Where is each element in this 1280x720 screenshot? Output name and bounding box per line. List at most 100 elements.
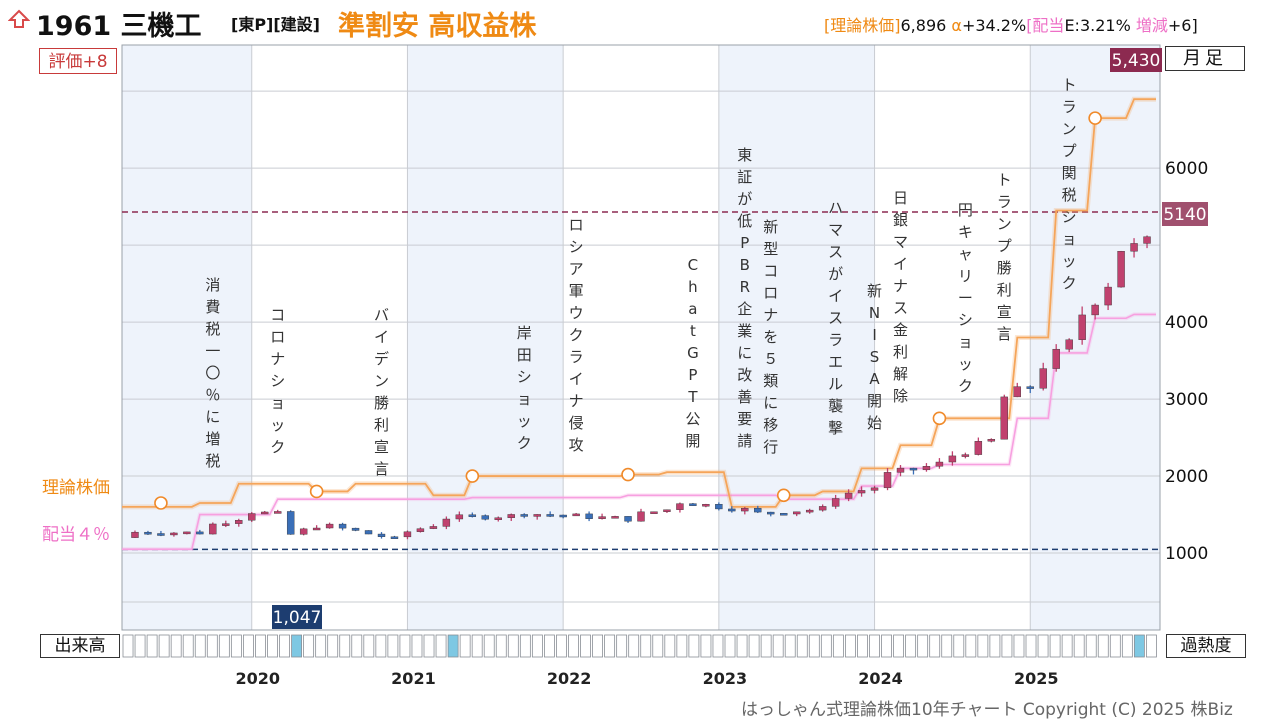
heat-cell bbox=[339, 634, 351, 658]
heat-cell bbox=[122, 634, 134, 658]
axes: 1000 2000 3000 4000 6000 2020 2021 2022 2023 2024… bbox=[235, 159, 1208, 688]
down-candle bbox=[468, 514, 477, 517]
up-candle bbox=[1065, 339, 1073, 350]
heat-label: 過熱度 bbox=[1166, 634, 1246, 658]
event-label: 日銀マイナス金利解除 bbox=[893, 189, 908, 405]
up-candle bbox=[844, 492, 853, 499]
y-tick-label: 1000 bbox=[1165, 544, 1208, 564]
up-candle bbox=[183, 531, 191, 535]
theory-marker bbox=[465, 469, 480, 483]
event-label: 消費税一〇％に増税 bbox=[205, 276, 220, 470]
event-label: ロシア軍ウクライナ侵攻 bbox=[569, 216, 584, 454]
x-year-label: 2024 bbox=[858, 669, 903, 688]
up-candle bbox=[1013, 386, 1021, 398]
heat-cell bbox=[471, 634, 483, 658]
down-candle bbox=[157, 533, 165, 536]
heat-cell bbox=[1073, 634, 1085, 658]
heat-cell bbox=[1121, 634, 1133, 658]
down-candle bbox=[390, 536, 399, 539]
up-candle bbox=[650, 511, 658, 514]
high-price-badge-bg bbox=[1110, 48, 1162, 72]
event-label: 新 N I S A 開始 bbox=[867, 282, 882, 432]
heat-cell bbox=[796, 634, 808, 658]
heat-cell bbox=[893, 634, 904, 658]
up-candle bbox=[1091, 304, 1099, 316]
up-candle bbox=[170, 532, 178, 536]
up-candle bbox=[961, 454, 970, 457]
event-label: 東証が低 P B R 企業に改善要請 bbox=[737, 146, 752, 450]
down-candle bbox=[377, 533, 386, 537]
down-candle bbox=[715, 504, 723, 510]
up-candle bbox=[416, 528, 425, 532]
heat-cell bbox=[327, 634, 339, 658]
heat-cell bbox=[351, 634, 363, 658]
candles bbox=[131, 235, 1151, 540]
heat-cell bbox=[387, 634, 399, 658]
up-candle bbox=[831, 498, 840, 507]
down-candle bbox=[351, 527, 360, 531]
heat-cell bbox=[857, 634, 868, 658]
heat-cell bbox=[1085, 634, 1097, 658]
up-candle bbox=[507, 514, 515, 518]
up-candle bbox=[922, 466, 931, 471]
heat-cell bbox=[724, 634, 736, 658]
heat-cell bbox=[435, 634, 447, 658]
down-candle bbox=[689, 503, 697, 506]
x-year-label: 2022 bbox=[547, 669, 592, 688]
copyright: はっしゃん式理論株価10年チャート Copyright (C) 2025 株Bi… bbox=[741, 700, 1233, 720]
heat-cell bbox=[808, 634, 820, 658]
down-candle bbox=[286, 511, 295, 535]
event-label: バイデン勝利宣言 bbox=[374, 306, 389, 478]
event-annotations: 消費税一〇％に増税 コロナショック バイデン勝利宣言 岸田ショック ロシア軍ウクライナ侵… bbox=[205, 76, 1076, 478]
theory-price-label: [理論株価] bbox=[824, 16, 901, 35]
down-candle bbox=[909, 467, 918, 471]
low-price-badge-bg bbox=[272, 605, 322, 629]
heat-cell bbox=[772, 634, 784, 658]
high-price-badge: 5,430 bbox=[1112, 51, 1161, 71]
heat-cell bbox=[1013, 634, 1025, 658]
theory-marker bbox=[154, 496, 168, 510]
heat-cell bbox=[194, 634, 206, 658]
heat-cell bbox=[953, 634, 965, 658]
heat-cell bbox=[363, 634, 375, 658]
down-candle bbox=[196, 531, 204, 535]
heat-cell bbox=[676, 634, 688, 658]
heat-cell bbox=[881, 634, 892, 658]
heat-cell bbox=[700, 634, 712, 658]
period-toggle[interactable]: 月足 bbox=[1165, 46, 1245, 71]
plot-border bbox=[121, 44, 1161, 631]
alpha-value: +34.2% bbox=[961, 16, 1027, 35]
heat-cell bbox=[568, 634, 579, 658]
down-candle bbox=[364, 530, 373, 535]
up-candle bbox=[429, 526, 438, 529]
low-price-badge: 1,047 bbox=[273, 608, 322, 628]
up-candle bbox=[611, 516, 619, 519]
up-candle bbox=[598, 516, 606, 519]
event-label: ハマスがイスラエル襲撃 bbox=[828, 199, 843, 437]
up-candle bbox=[1000, 396, 1008, 440]
up-candle bbox=[702, 504, 710, 507]
alpha-label: α bbox=[951, 16, 962, 35]
heat-cell bbox=[218, 634, 230, 658]
up-candle bbox=[987, 439, 996, 442]
heat-cell bbox=[1061, 634, 1073, 658]
heat-cell bbox=[255, 634, 266, 658]
down-candle bbox=[780, 513, 788, 516]
heat-cell bbox=[604, 634, 616, 658]
up-candle bbox=[1078, 314, 1086, 340]
volume-toggle[interactable]: 出来高 bbox=[40, 634, 120, 658]
heat-cell bbox=[375, 634, 387, 658]
heat-cell bbox=[917, 634, 929, 658]
x-year-label: 2023 bbox=[703, 669, 748, 688]
y-tick-label: 3000 bbox=[1165, 390, 1208, 410]
up-candle bbox=[248, 513, 256, 521]
heat-cell bbox=[158, 634, 170, 658]
heat-cell bbox=[628, 634, 640, 658]
heat-cell bbox=[267, 634, 278, 658]
heat-cell bbox=[1097, 634, 1109, 658]
heat-cell bbox=[519, 634, 531, 658]
theory-line-path bbox=[122, 98, 1156, 508]
event-label: コロナショック bbox=[270, 306, 285, 456]
heat-cell bbox=[411, 634, 423, 658]
